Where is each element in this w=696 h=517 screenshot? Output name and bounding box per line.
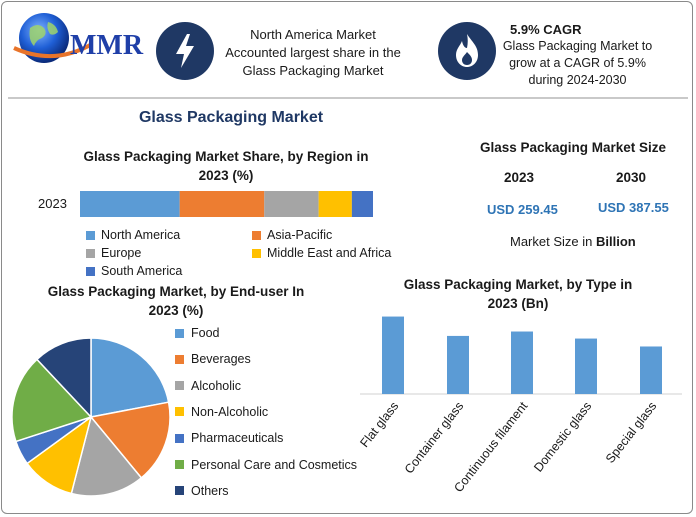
legend-label: Personal Care and Cosmetics <box>191 457 358 472</box>
region-legend-item-asia-pacific: Asia-Pacific <box>252 228 332 242</box>
legend-swatch <box>86 266 95 276</box>
legend-label: Pharmaceuticals <box>191 431 284 446</box>
type-tick-label-container-glass: Container glass <box>402 399 467 476</box>
market-size-year-2030: 2030 <box>616 170 647 185</box>
legend-swatch <box>175 328 184 338</box>
region-bar-segment-europe <box>264 191 319 217</box>
header-divider <box>8 97 688 99</box>
enduser-legend-item-personal-care-and-cosmetics: Personal Care and Cosmetics <box>175 458 357 472</box>
unit-prefix: Market Size in <box>510 234 593 249</box>
region-legend-item-europe: Europe <box>86 246 141 260</box>
legend-label: Food <box>191 326 220 340</box>
pie-slice-alcoholic <box>70 415 143 497</box>
enduser-legend-item-pharmaceuticals: Pharmaceuticals <box>175 431 283 445</box>
legend-label: Asia-Pacific <box>267 228 333 242</box>
legend-swatch <box>175 381 184 391</box>
pie-slice-others <box>35 337 92 419</box>
type-bar-flat-glass <box>382 316 404 394</box>
region-bar-segment-north-america <box>80 191 180 217</box>
type-bar-continuous-filament <box>511 331 533 394</box>
legend-label: North America <box>101 228 181 242</box>
enduser-legend-item-non-alcoholic: Non-Alcoholic <box>175 405 268 419</box>
legend-swatch <box>86 230 95 240</box>
market-size-value-2023: USD 259.45 <box>487 202 558 217</box>
type-tick-label-domestic-glass: Domestic glass <box>531 399 594 474</box>
region-legend-item-south-america: South America <box>86 264 182 278</box>
legend-swatch <box>175 486 184 496</box>
legend-swatch <box>252 230 261 240</box>
legend-label: Middle East and Africa <box>267 246 392 260</box>
type-tick-label-special-glass: Special glass <box>603 399 659 466</box>
region-stacked-bar <box>80 191 373 217</box>
region-bar-segment-south-america <box>351 191 373 217</box>
legend-swatch <box>175 407 184 417</box>
lightning-icon <box>156 22 214 80</box>
cagr-title: 5.9% CAGR <box>510 22 582 37</box>
main-title: Glass Packaging Market <box>138 109 324 126</box>
legend-label: Beverages <box>191 352 251 367</box>
market-size-value-2030: USD 387.55 <box>598 200 669 215</box>
legend-swatch <box>175 460 184 469</box>
legend-swatch <box>252 248 261 258</box>
region-chart-title: Glass Packaging Market Share, by Region … <box>83 149 369 183</box>
market-size-year-2023: 2023 <box>504 170 535 185</box>
legend-label: Europe <box>101 246 142 260</box>
enduser-legend-item-beverages: Beverages <box>175 352 251 366</box>
unit-bold: Billion <box>596 234 636 249</box>
enduser-legend-item-food: Food <box>175 326 220 340</box>
legend-swatch <box>86 248 95 258</box>
legend-label: South America <box>101 264 183 278</box>
logo-text: MMR <box>70 30 144 61</box>
region-legend-item-north-america: North America <box>86 228 180 242</box>
legend-label: Others <box>191 483 229 498</box>
cagr-description: Glass Packaging Market to grow at a CAGR… <box>502 39 653 87</box>
region-bar-segment-asia-pacific <box>179 191 265 217</box>
type-bar-container-glass <box>447 335 469 394</box>
type-tick-label-flat-glass: Flat glass <box>357 399 401 450</box>
market-size-unit: Market Size in Billion <box>510 234 636 249</box>
pie-slice-beverages <box>89 401 171 479</box>
legend-swatch <box>175 354 184 364</box>
market-size-title: Glass Packaging Market Size <box>479 140 667 155</box>
enduser-legend-item-others: Others <box>175 484 229 498</box>
region-year-label: 2023 <box>38 196 67 211</box>
type-chart-title: Glass Packaging Market, by Type in 2023 … <box>403 277 633 311</box>
region-bar-segment-middle-east-and-africa <box>318 191 352 217</box>
pie-slice-personal-care-and-cosmetics <box>11 358 93 443</box>
pie-slice-food <box>90 337 170 418</box>
type-tick-label-continuous-filament: Continuous filament <box>451 399 530 495</box>
north-america-highlight: North America Market Accounted largest s… <box>225 27 401 78</box>
mmr-logo: MMR <box>13 13 144 63</box>
region-legend-item-middle-east-and-africa: Middle East and Africa <box>252 246 391 260</box>
enduser-legend-item-alcoholic: Alcoholic <box>175 379 241 393</box>
enduser-chart-title: Glass Packaging Market, by End-user In 2… <box>47 284 305 318</box>
legend-label: Alcoholic <box>191 378 242 393</box>
legend-swatch <box>175 433 184 443</box>
type-bar-domestic-glass <box>575 338 597 394</box>
flame-icon <box>438 22 496 80</box>
legend-label: Non-Alcoholic <box>191 404 269 419</box>
type-bar-special-glass <box>640 346 662 394</box>
globe-icon <box>19 13 69 63</box>
enduser-pie-chart <box>11 337 171 497</box>
